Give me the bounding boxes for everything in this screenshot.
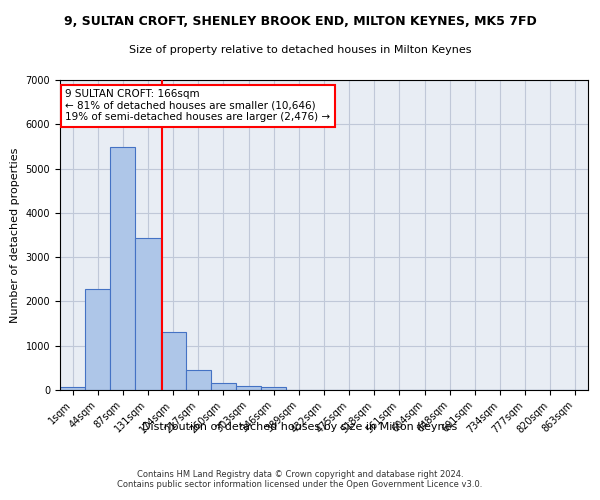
Bar [186, 370, 211, 390]
Y-axis label: Number of detached properties: Number of detached properties [10, 148, 20, 322]
Text: 9, SULTAN CROFT, SHENLEY BROOK END, MILTON KEYNES, MK5 7FD: 9, SULTAN CROFT, SHENLEY BROOK END, MILT… [64, 15, 536, 28]
Text: Distribution of detached houses by size in Milton Keynes: Distribution of detached houses by size … [142, 422, 458, 432]
Bar [60, 386, 85, 390]
Bar [161, 332, 186, 390]
Bar [136, 238, 161, 390]
Text: Contains HM Land Registry data © Crown copyright and database right 2024.
Contai: Contains HM Land Registry data © Crown c… [118, 470, 482, 490]
Bar [261, 388, 286, 390]
Bar [110, 148, 136, 390]
Text: 9 SULTAN CROFT: 166sqm
← 81% of detached houses are smaller (10,646)
19% of semi: 9 SULTAN CROFT: 166sqm ← 81% of detached… [65, 90, 331, 122]
Bar [236, 386, 261, 390]
Bar [211, 383, 236, 390]
Bar [85, 290, 110, 390]
Text: Size of property relative to detached houses in Milton Keynes: Size of property relative to detached ho… [129, 45, 471, 55]
